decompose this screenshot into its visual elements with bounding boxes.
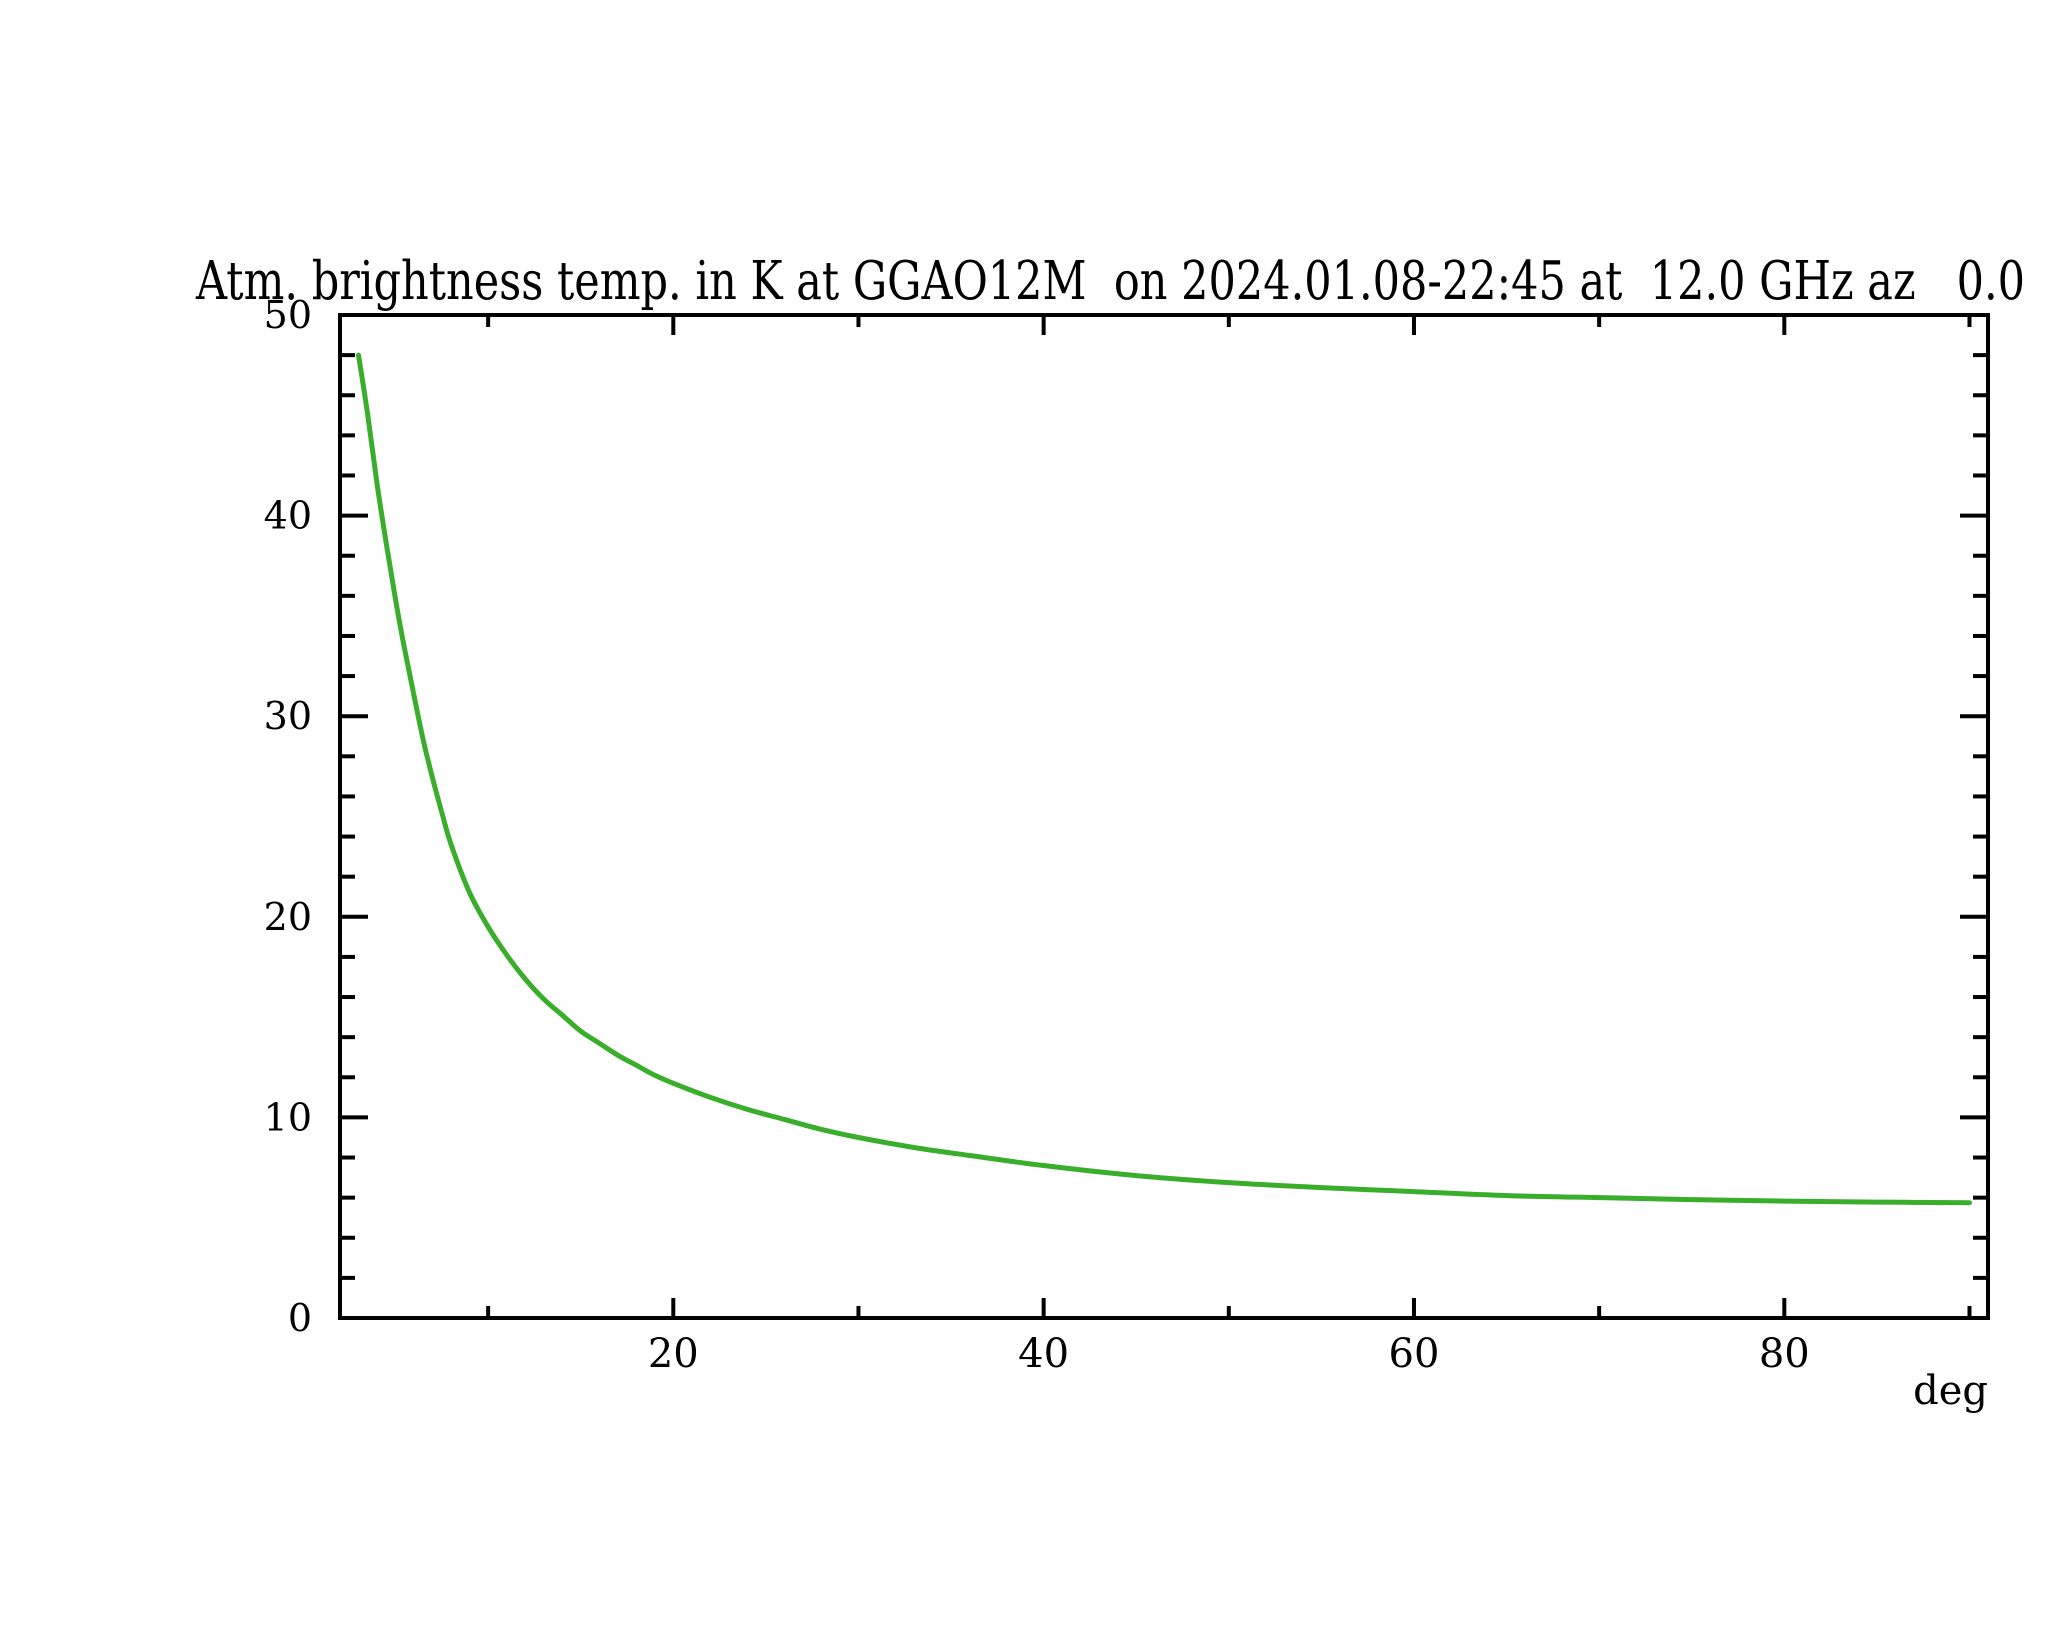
x-axis-unit-label: deg xyxy=(1913,1368,1988,1414)
chart-title: Atm. brightness temp. in K at GGAO12M on… xyxy=(196,250,2025,313)
x-tick-label: 40 xyxy=(1018,1331,1069,1377)
y-tick-label: 40 xyxy=(264,494,312,538)
plot-frame xyxy=(338,313,1990,1320)
x-tick-label: 60 xyxy=(1389,1331,1440,1377)
x-tick-label: 80 xyxy=(1759,1331,1810,1377)
x-tick-label: 20 xyxy=(648,1331,699,1377)
y-tick-label: 50 xyxy=(264,293,312,337)
y-tick-label: 30 xyxy=(264,694,312,738)
y-tick-label: 10 xyxy=(264,1095,312,1139)
y-tick-label: 20 xyxy=(264,895,312,939)
temperature-curve xyxy=(356,352,1972,1206)
y-tick-label: 0 xyxy=(288,1296,312,1340)
